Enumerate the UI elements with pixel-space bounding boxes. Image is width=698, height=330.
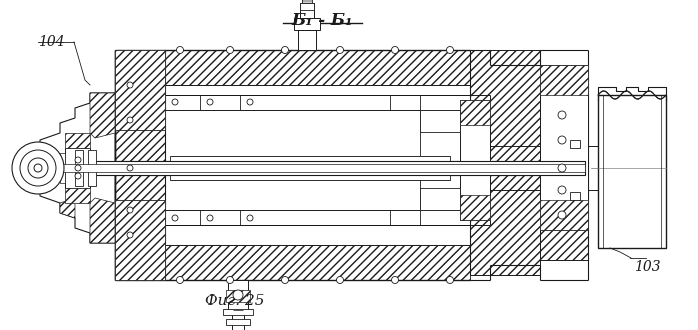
Circle shape — [233, 290, 243, 300]
Circle shape — [75, 157, 81, 163]
Text: Б₁ - Б₁: Б₁ - Б₁ — [291, 12, 352, 29]
Circle shape — [12, 142, 64, 194]
Circle shape — [75, 165, 81, 171]
Bar — [302, 0, 312, 3]
Bar — [65, 188, 90, 203]
Bar — [165, 95, 470, 225]
Polygon shape — [40, 93, 115, 243]
Circle shape — [127, 82, 133, 88]
Bar — [540, 65, 588, 260]
Circle shape — [34, 164, 42, 172]
Circle shape — [127, 117, 133, 123]
Circle shape — [392, 277, 399, 283]
Circle shape — [281, 47, 288, 53]
Polygon shape — [90, 93, 115, 138]
Bar — [540, 65, 588, 95]
Bar — [300, 3, 314, 10]
Bar — [598, 95, 666, 248]
Bar — [460, 100, 490, 125]
Bar — [226, 290, 250, 302]
Circle shape — [558, 136, 566, 144]
Bar — [300, 3, 314, 18]
Bar — [570, 192, 580, 200]
Circle shape — [447, 47, 454, 53]
Circle shape — [558, 211, 566, 219]
Bar — [420, 188, 460, 210]
Polygon shape — [60, 198, 75, 218]
Bar — [540, 200, 588, 230]
Circle shape — [226, 277, 234, 283]
Circle shape — [207, 215, 213, 221]
Circle shape — [172, 99, 178, 105]
Bar — [223, 309, 253, 315]
Bar — [232, 310, 244, 330]
Circle shape — [172, 215, 178, 221]
Circle shape — [127, 207, 133, 213]
Circle shape — [392, 47, 399, 53]
Text: Фиг. 25: Фиг. 25 — [205, 294, 265, 308]
Circle shape — [558, 186, 566, 194]
Circle shape — [447, 277, 454, 283]
Circle shape — [336, 277, 343, 283]
Bar — [115, 50, 165, 130]
Circle shape — [207, 99, 213, 105]
Bar — [294, 18, 320, 30]
Text: 104: 104 — [38, 35, 65, 49]
Bar — [460, 100, 490, 220]
Bar — [75, 150, 83, 186]
Circle shape — [247, 215, 253, 221]
Bar — [170, 156, 450, 180]
Bar — [228, 280, 248, 310]
Circle shape — [247, 99, 253, 105]
Bar — [88, 150, 96, 186]
Bar — [298, 30, 316, 50]
Circle shape — [177, 47, 184, 53]
Bar — [55, 164, 585, 172]
Circle shape — [75, 173, 81, 179]
Bar — [60, 153, 65, 183]
Bar — [65, 148, 90, 188]
Bar — [470, 50, 540, 275]
Circle shape — [336, 47, 343, 53]
Circle shape — [28, 158, 48, 178]
Circle shape — [177, 277, 184, 283]
Circle shape — [226, 47, 234, 53]
Circle shape — [127, 232, 133, 238]
Circle shape — [127, 165, 133, 171]
Bar — [165, 50, 470, 85]
Circle shape — [558, 111, 566, 119]
Bar — [55, 161, 585, 175]
Bar — [420, 110, 460, 132]
Bar — [460, 195, 490, 220]
Bar — [165, 110, 470, 210]
Bar — [226, 319, 250, 325]
Circle shape — [558, 164, 566, 172]
Bar — [115, 200, 165, 280]
Bar — [165, 245, 470, 280]
Bar — [570, 140, 580, 148]
Polygon shape — [90, 198, 115, 243]
Circle shape — [20, 150, 56, 186]
Circle shape — [281, 277, 288, 283]
Text: 103: 103 — [634, 260, 660, 274]
Bar — [165, 85, 470, 245]
Bar — [65, 133, 90, 148]
Bar — [540, 65, 588, 230]
Bar — [115, 50, 165, 270]
